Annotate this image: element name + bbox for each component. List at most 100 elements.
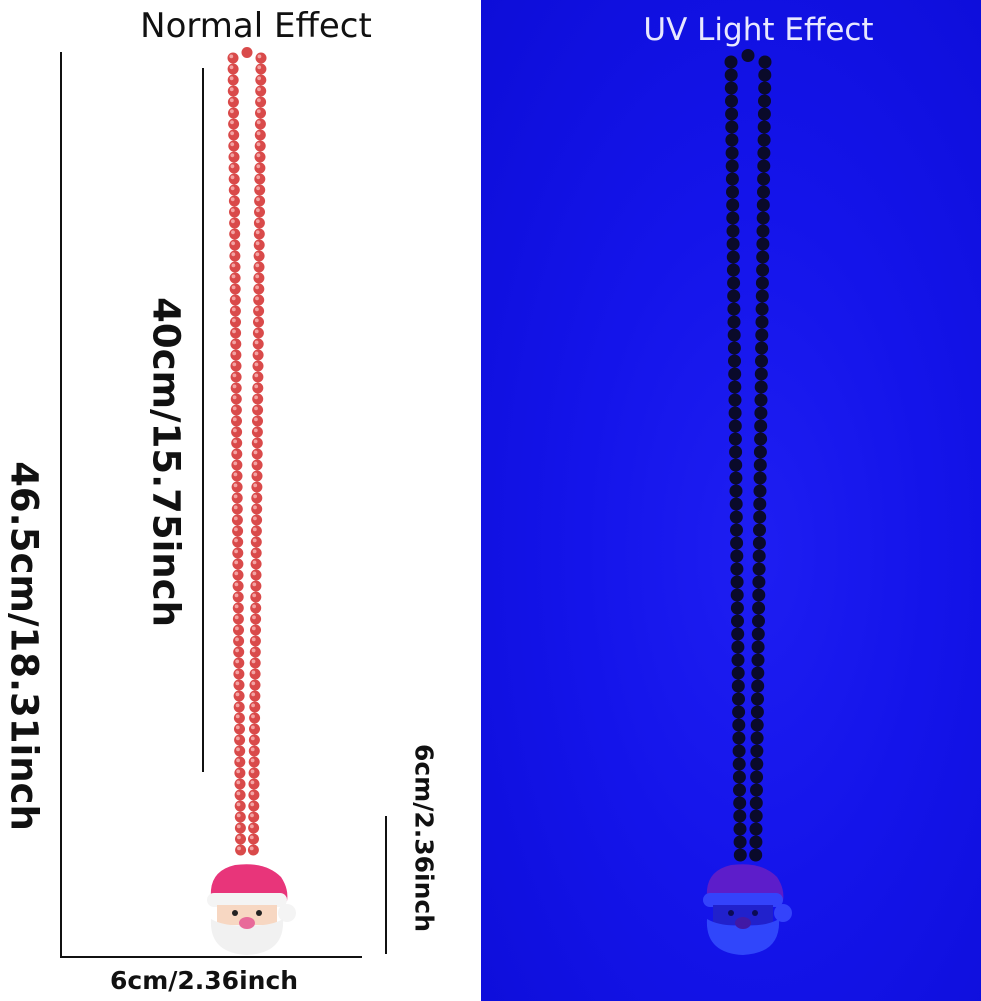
bead bbox=[741, 49, 755, 62]
bead bbox=[241, 47, 253, 58]
santa-face-uv-icon bbox=[703, 864, 792, 955]
dark-bead-chain bbox=[724, 49, 772, 862]
bead bbox=[754, 367, 768, 381]
bead-highlight bbox=[232, 406, 237, 411]
bead bbox=[753, 497, 767, 511]
bead bbox=[234, 811, 246, 823]
bead bbox=[231, 492, 243, 504]
bead bbox=[230, 338, 242, 350]
bead bbox=[250, 569, 262, 581]
bead bbox=[251, 459, 263, 471]
bead bbox=[752, 575, 766, 589]
bead bbox=[757, 185, 770, 199]
bead bbox=[248, 789, 260, 801]
bead bbox=[730, 549, 744, 563]
bead-highlight bbox=[233, 450, 238, 455]
bead bbox=[254, 118, 266, 130]
bead-highlight bbox=[251, 725, 255, 730]
bead bbox=[230, 349, 242, 361]
bead bbox=[756, 198, 770, 212]
bead bbox=[233, 679, 245, 691]
bead bbox=[255, 85, 267, 97]
bead bbox=[233, 712, 245, 724]
bead bbox=[732, 692, 745, 706]
bead-highlight bbox=[256, 109, 261, 114]
bead bbox=[248, 800, 260, 812]
bead-highlight bbox=[232, 329, 236, 334]
bead-highlight bbox=[230, 153, 235, 158]
bead bbox=[233, 646, 245, 658]
bead bbox=[728, 406, 742, 420]
bead bbox=[750, 744, 764, 758]
uv-light-effect-title: UV Light Effect bbox=[643, 12, 874, 48]
bead bbox=[248, 833, 259, 845]
bead bbox=[229, 217, 241, 229]
bead bbox=[752, 549, 766, 563]
bead bbox=[248, 734, 260, 746]
bead bbox=[228, 118, 240, 130]
bead-highlight bbox=[250, 824, 254, 829]
bead bbox=[758, 94, 771, 108]
bead-highlight bbox=[236, 824, 241, 829]
bead-highlight bbox=[253, 494, 257, 499]
bead-highlight bbox=[237, 846, 241, 851]
bead bbox=[750, 705, 764, 719]
bead bbox=[234, 723, 245, 735]
bead bbox=[729, 471, 743, 485]
bead bbox=[732, 757, 746, 771]
bead bbox=[250, 536, 262, 548]
bead bbox=[755, 276, 769, 290]
bead-highlight bbox=[253, 450, 258, 455]
bead-highlight bbox=[251, 670, 256, 675]
bead bbox=[753, 458, 767, 472]
bead bbox=[251, 481, 263, 493]
bead bbox=[253, 250, 265, 262]
bead bbox=[249, 668, 261, 680]
bead bbox=[726, 198, 740, 212]
bead bbox=[249, 690, 261, 702]
bead bbox=[725, 172, 739, 186]
bead bbox=[749, 822, 763, 836]
bead bbox=[754, 406, 768, 420]
bead bbox=[749, 796, 763, 810]
bead bbox=[731, 627, 745, 641]
bead-highlight bbox=[233, 494, 238, 499]
bead bbox=[255, 96, 267, 108]
bead bbox=[727, 328, 741, 342]
bead bbox=[252, 415, 263, 427]
bead bbox=[231, 415, 242, 427]
bead-highlight bbox=[231, 296, 236, 301]
bead bbox=[251, 503, 263, 515]
bead bbox=[231, 503, 243, 515]
bead-highlight bbox=[255, 285, 259, 290]
bead-highlight bbox=[252, 604, 256, 609]
bead-highlight bbox=[231, 252, 236, 257]
bead bbox=[252, 371, 264, 383]
bead bbox=[250, 558, 262, 570]
bead bbox=[254, 195, 266, 207]
bead bbox=[727, 315, 741, 329]
bead-highlight bbox=[253, 505, 257, 510]
bead-highlight bbox=[251, 648, 256, 653]
bead-highlight bbox=[251, 681, 256, 686]
bead-highlight bbox=[250, 780, 255, 785]
bead bbox=[234, 778, 246, 790]
bead bbox=[232, 613, 244, 625]
bead bbox=[229, 283, 241, 295]
bead bbox=[228, 173, 240, 185]
bead bbox=[753, 471, 767, 485]
bead bbox=[234, 800, 246, 812]
bead bbox=[756, 237, 770, 251]
bead-highlight bbox=[232, 373, 237, 378]
bead bbox=[253, 283, 265, 295]
bead bbox=[248, 822, 260, 834]
bead-highlight bbox=[256, 175, 261, 180]
bead bbox=[751, 679, 765, 693]
bead bbox=[753, 445, 767, 459]
bead-highlight bbox=[234, 527, 238, 532]
bead bbox=[724, 68, 738, 82]
bead bbox=[251, 492, 263, 504]
bead-highlight bbox=[254, 329, 259, 334]
bead bbox=[752, 601, 766, 615]
bead bbox=[228, 129, 240, 141]
